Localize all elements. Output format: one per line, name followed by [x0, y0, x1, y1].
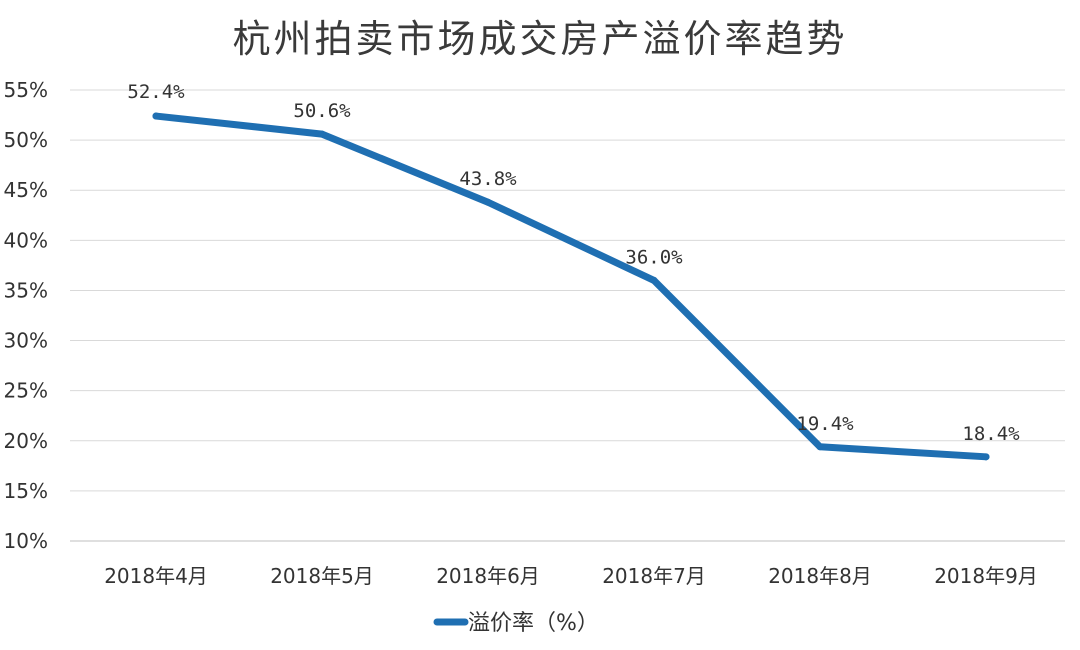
y-tick-label: 45%: [4, 178, 48, 202]
data-label: 36.0%: [625, 246, 683, 268]
data-label: 19.4%: [796, 413, 854, 435]
x-axis-ticks: 2018年4月 2018年5月 2018年6月 2018年7月 2018年8月 2018年…: [104, 564, 1038, 588]
data-point: [650, 276, 658, 284]
y-tick-label: 55%: [4, 78, 48, 102]
data-labels: 52.4% 50.6% 43.8% 36.0% 19.4% 18.4%: [127, 81, 1020, 445]
x-tick-label: 2018年9月: [934, 564, 1038, 588]
x-tick-label: 2018年8月: [768, 564, 872, 588]
y-tick-label: 10%: [4, 529, 48, 553]
data-point: [982, 453, 990, 461]
data-point: [318, 130, 326, 138]
x-tick-label: 2018年5月: [270, 564, 374, 588]
y-tick-label: 20%: [4, 429, 48, 453]
series-line-group: [152, 112, 990, 461]
data-label: 50.6%: [293, 100, 351, 122]
legend: 溢价率（%）: [433, 611, 599, 636]
data-label: 43.8%: [459, 168, 517, 190]
data-point: [484, 198, 492, 206]
y-tick-label: 25%: [4, 379, 48, 403]
y-tick-label: 50%: [4, 128, 48, 152]
series-line: [152, 112, 990, 461]
data-point: [816, 443, 824, 451]
chart-title: 杭州拍卖市场成交房产溢价率趋势: [232, 17, 847, 61]
y-tick-label: 15%: [4, 479, 48, 503]
y-tick-label: 40%: [4, 228, 48, 252]
y-tick-label: 30%: [4, 329, 48, 353]
x-tick-label: 2018年6月: [436, 564, 540, 588]
data-label: 52.4%: [127, 81, 185, 103]
x-tick-label: 2018年4月: [104, 564, 208, 588]
legend-label: 溢价率（%）: [468, 611, 599, 636]
y-axis-ticks: 10% 15% 20% 25% 30% 35% 40% 45% 50% 55%: [4, 78, 48, 553]
data-label: 18.4%: [962, 423, 1020, 445]
data-point: [152, 112, 160, 120]
x-tick-label: 2018年7月: [602, 564, 706, 588]
y-tick-label: 35%: [4, 278, 48, 302]
gridlines: [70, 89, 1065, 542]
